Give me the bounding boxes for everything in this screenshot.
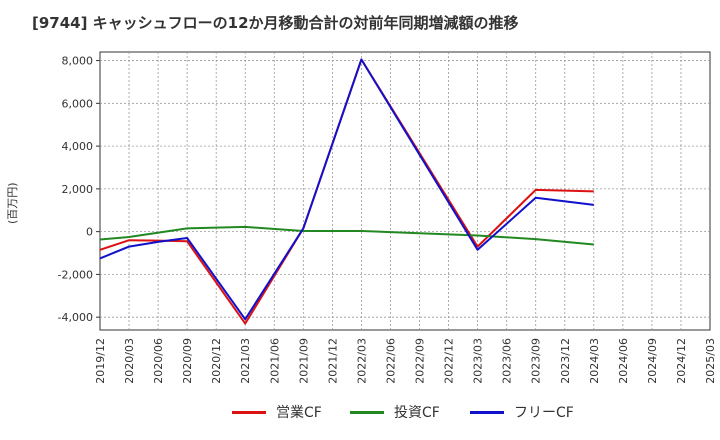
y-tick-label: -4,000: [58, 311, 93, 324]
series-line-investing-cf: [99, 225, 594, 246]
x-tick-label: 2021/12: [326, 338, 339, 384]
y-tick-label: -2,000: [58, 268, 93, 281]
plot-area: [99, 51, 711, 331]
y-tick-label: 0: [86, 226, 93, 239]
legend-item-operating-cf: 営業CF: [232, 402, 322, 422]
x-tick-label: 2021/09: [297, 338, 310, 384]
legend-label-investing-cf: 投資CF: [394, 405, 440, 421]
x-tick-label: 2023/12: [559, 338, 572, 384]
x-tick-label: 2024/06: [617, 338, 630, 384]
y-tick-label: 2,000: [62, 183, 94, 196]
y-tick-label: 4,000: [62, 140, 94, 153]
legend-swatch-operating-cf: [232, 410, 266, 414]
x-tick-label: 2023/06: [501, 338, 514, 384]
x-tick-label: 2024/12: [675, 338, 688, 384]
x-tick-label: 2020/03: [123, 338, 136, 384]
legend-swatch-free-cf: [470, 410, 504, 414]
y-tick-label: 8,000: [62, 55, 94, 68]
x-tick-label: 2020/06: [152, 338, 165, 384]
legend: 営業CF 投資CF フリーCF: [0, 402, 720, 430]
series-lines: [99, 58, 594, 325]
legend-swatch-investing-cf: [350, 410, 384, 414]
x-tick-label: 2020/09: [181, 338, 194, 384]
x-tick-label: 2022/09: [414, 338, 427, 384]
legend-item-investing-cf: 投資CF: [350, 402, 440, 422]
x-tick-label: 2024/09: [646, 338, 659, 384]
x-tick-label: 2022/06: [384, 338, 397, 384]
x-tick-label: 2023/03: [472, 338, 485, 384]
x-tick-label: 2021/03: [239, 338, 252, 384]
legend-label-operating-cf: 営業CF: [276, 405, 322, 421]
x-tick-label: 2022/03: [355, 338, 368, 384]
axis-ticks: 2019/12 2020/03 2020/06 2020/09 2020/12 2021/…: [58, 55, 717, 384]
x-tick-label: 2020/12: [210, 338, 223, 384]
x-tick-label: 2022/12: [443, 338, 456, 384]
y-tick-label: 6,000: [62, 97, 94, 110]
x-tick-label: 2024/03: [588, 338, 601, 384]
x-tick-label: 2025/03: [704, 338, 717, 384]
chart-title: [9744] キャッシュフローの12か月移動合計の対前年同期増減額の推移: [32, 14, 519, 32]
x-tick-label: 2023/09: [530, 338, 543, 384]
grid-lines: [100, 52, 710, 330]
x-tick-label: 2019/12: [94, 338, 107, 384]
legend-label-free-cf: フリーCF: [514, 405, 574, 421]
legend-item-free-cf: フリーCF: [470, 402, 574, 422]
series-line-operating-cf: [99, 58, 594, 325]
x-tick-label: 2021/06: [268, 338, 281, 384]
series-line-free-cf: [99, 58, 594, 321]
